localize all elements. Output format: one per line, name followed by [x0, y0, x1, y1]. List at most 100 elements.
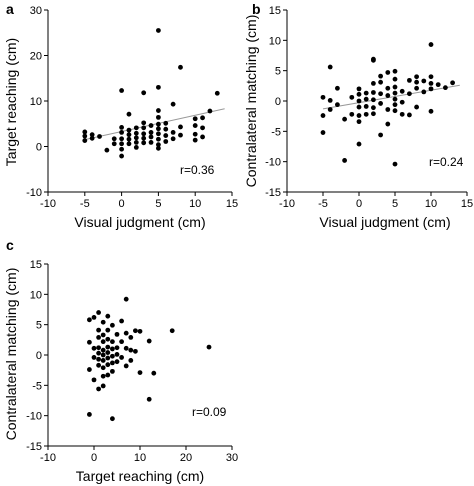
- panel-a-xlabel: Visual judgment (cm): [74, 214, 205, 230]
- panel-c-data-point: [100, 373, 106, 379]
- panel-a-data-point: [126, 141, 132, 147]
- panel-b-data-point: [378, 91, 383, 97]
- panel-a-data-point: [178, 64, 183, 70]
- panel-c-data-point: [105, 372, 111, 378]
- panel-a-data-point: [163, 120, 169, 126]
- panel-b-data-point: [356, 104, 362, 110]
- panel-a-data-point: [148, 123, 154, 128]
- panel-b-x-tick-label: 0: [356, 198, 362, 210]
- panel-b-data-point: [435, 82, 441, 88]
- panel-b-y-tick-label: 5: [275, 66, 281, 78]
- panel-b-data-point: [399, 111, 405, 117]
- panel-c-data-point: [123, 296, 129, 302]
- panel-b-data-point: [421, 78, 427, 84]
- panel-c-letter: c: [6, 237, 14, 253]
- panel-b-data-point: [414, 74, 419, 80]
- panel-b-y-tick-label: 10: [269, 35, 281, 47]
- panel-c-data-point: [110, 360, 115, 366]
- panel-a-data-point: [163, 126, 169, 132]
- panel-b-data-point: [428, 42, 434, 47]
- panel-c-data-point: [128, 358, 134, 363]
- panel-c-xlabel: Target reaching (cm): [76, 468, 204, 484]
- panel-a-data-point: [97, 134, 102, 139]
- panel-b-data-point: [428, 86, 434, 92]
- panel-c-data-point: [105, 313, 111, 319]
- panel-a-data-point: [119, 124, 124, 130]
- panel-c-data-point: [110, 339, 115, 345]
- panel-a-trendline: [84, 108, 225, 141]
- panel-a: a Target reaching (cm) Visual judgment (…: [3, 1, 238, 230]
- panel-a-data-point: [104, 147, 110, 153]
- panel-b-x-tick-label: 15: [461, 198, 473, 210]
- panel-c-data-point: [114, 351, 120, 357]
- panel-b-data-point: [392, 108, 398, 114]
- panel-a-data-point: [111, 141, 117, 147]
- panel-b-data-point: [327, 107, 333, 112]
- panel-a-data-point: [192, 123, 198, 128]
- panel-a-data-point: [156, 145, 161, 151]
- panel-c-data-point: [87, 339, 92, 345]
- panel-b-data-point: [399, 88, 405, 94]
- panel-a-data-point: [126, 132, 132, 138]
- panel-a-data-point: [148, 134, 154, 140]
- panel-a-data-point: [119, 146, 124, 152]
- panel-b-data-point: [428, 81, 434, 86]
- panel-b-data-point: [385, 70, 391, 75]
- panel-b-y-tick-label: 15: [269, 5, 281, 17]
- panel-a-data-point: [119, 136, 124, 142]
- panel-a-data-point: [133, 125, 139, 131]
- panel-a-data-point: [163, 133, 169, 138]
- panel-c-data-point: [105, 336, 111, 342]
- panel-a-x-tick-label: 5: [155, 198, 161, 210]
- panel-b-data-point: [356, 91, 362, 97]
- panel-c-y-tick-label: 0: [36, 350, 42, 362]
- panel-a-data-point: [133, 145, 139, 150]
- panel-b-ylabel: Contralateral matching (cm): [243, 15, 259, 188]
- panel-b-data-point: [443, 85, 448, 91]
- panel-c-x-tick-label: 30: [226, 452, 238, 464]
- panel-a-data-point: [156, 28, 161, 33]
- panel-b-data-point: [327, 64, 333, 70]
- panel-a-x-tick-label: 10: [189, 198, 201, 210]
- panel-a-data-point: [133, 140, 139, 145]
- panel-b-data-point: [356, 86, 362, 92]
- panel-b-y-tick-label: -15: [265, 187, 281, 199]
- panel-b-data-point: [363, 104, 369, 109]
- panel-c-data-point: [96, 327, 101, 333]
- panel-c-data-point: [87, 367, 92, 372]
- panel-c-x-tick-label: -10: [40, 452, 56, 464]
- panel-a-y-tick-label: 10: [30, 96, 42, 108]
- panel-a-data-point: [156, 121, 161, 127]
- panel-b-data-point: [428, 108, 434, 114]
- panel-a-data-point: [192, 137, 198, 143]
- panel-a-y-tick-label: -10: [26, 187, 42, 199]
- panel-c-x-tick-label: 10: [134, 452, 146, 464]
- panel-a-letter: a: [6, 1, 14, 17]
- panel-b-data-point: [414, 79, 419, 85]
- panel-c-y-tick-label: 10: [30, 289, 42, 301]
- panel-c-data-point: [96, 350, 101, 356]
- panel-b-data-point: [428, 74, 434, 80]
- panel-b-xlabel: Visual judgment (cm): [319, 214, 450, 230]
- panel-a-data-point: [156, 142, 161, 148]
- panel-a-data-point: [214, 90, 220, 96]
- panel-a-data-point: [156, 136, 161, 142]
- panel-b-data-point: [371, 90, 376, 95]
- panel-b-data-point: [371, 97, 376, 103]
- panel-b-data-point: [363, 90, 369, 96]
- panel-c-data-point: [128, 347, 134, 353]
- panel-b-data-point: [450, 80, 455, 86]
- panel-b-y-tick-label: -10: [265, 157, 281, 169]
- panel-a-data-point: [126, 127, 132, 133]
- panel-b-data-point: [356, 119, 362, 125]
- panel-a-data-point: [119, 141, 124, 147]
- panel-c-data-point: [110, 353, 115, 359]
- panel-b-data-point: [392, 102, 398, 108]
- panel-b-data-point: [342, 116, 347, 122]
- panel-c-data-point: [123, 363, 129, 369]
- panel-b-data-point: [335, 102, 340, 108]
- panel-a-data-point: [141, 135, 147, 141]
- panel-a-data-point: [133, 130, 139, 136]
